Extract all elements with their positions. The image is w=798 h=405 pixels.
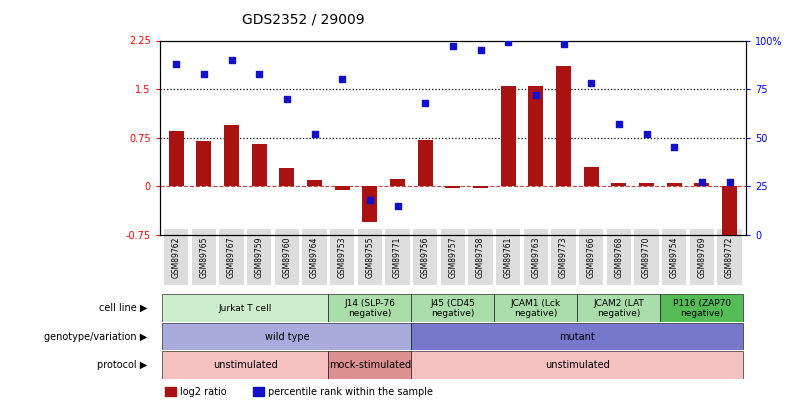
Bar bbox=[162, 323, 411, 350]
Bar bbox=[251, 144, 267, 186]
Point bbox=[280, 96, 293, 102]
Bar bbox=[528, 86, 543, 186]
Bar bbox=[279, 168, 294, 186]
Point bbox=[613, 121, 626, 127]
Text: percentile rank within the sample: percentile rank within the sample bbox=[268, 387, 433, 397]
Point bbox=[474, 47, 487, 53]
Bar bbox=[666, 183, 681, 186]
Bar bbox=[473, 186, 488, 188]
Text: cell line ▶: cell line ▶ bbox=[99, 303, 148, 313]
Text: genotype/variation ▶: genotype/variation ▶ bbox=[45, 332, 148, 341]
Point bbox=[668, 144, 681, 151]
Bar bbox=[168, 131, 184, 186]
Bar bbox=[334, 186, 350, 190]
Text: protocol ▶: protocol ▶ bbox=[97, 360, 148, 370]
Point bbox=[419, 100, 432, 106]
Bar bbox=[411, 323, 744, 350]
Bar bbox=[390, 179, 405, 186]
Point bbox=[530, 92, 543, 98]
Text: Jurkat T cell: Jurkat T cell bbox=[219, 304, 272, 313]
Bar bbox=[495, 294, 578, 322]
Bar bbox=[328, 351, 411, 379]
Bar bbox=[328, 294, 411, 322]
Text: J14 (SLP-76
negative): J14 (SLP-76 negative) bbox=[345, 299, 395, 318]
Point bbox=[336, 76, 349, 83]
Bar bbox=[500, 86, 516, 186]
Bar bbox=[694, 183, 709, 186]
Bar bbox=[411, 351, 744, 379]
Point bbox=[308, 130, 321, 137]
Bar bbox=[611, 183, 626, 186]
Text: log2 ratio: log2 ratio bbox=[180, 387, 227, 397]
Bar bbox=[639, 183, 654, 186]
Bar bbox=[722, 186, 737, 241]
Point bbox=[502, 39, 515, 46]
Point bbox=[585, 80, 598, 87]
Point bbox=[170, 61, 183, 67]
Point bbox=[391, 202, 404, 209]
Text: wild type: wild type bbox=[265, 332, 309, 341]
Point bbox=[557, 41, 570, 48]
Bar bbox=[445, 186, 460, 188]
Bar bbox=[556, 66, 571, 186]
Text: unstimulated: unstimulated bbox=[213, 360, 278, 370]
Bar bbox=[254, 387, 264, 396]
Bar bbox=[362, 186, 377, 222]
Bar bbox=[411, 294, 495, 322]
Bar bbox=[307, 180, 322, 186]
Bar bbox=[578, 294, 661, 322]
Bar bbox=[162, 351, 328, 379]
Text: JCAM2 (LAT
negative): JCAM2 (LAT negative) bbox=[594, 299, 644, 318]
Point bbox=[723, 179, 736, 185]
Bar bbox=[196, 141, 211, 186]
Point bbox=[446, 43, 459, 49]
Text: unstimulated: unstimulated bbox=[545, 360, 610, 370]
Bar bbox=[165, 387, 176, 396]
Point bbox=[696, 179, 709, 185]
Text: P116 (ZAP70
negative): P116 (ZAP70 negative) bbox=[673, 299, 731, 318]
Text: JCAM1 (Lck
negative): JCAM1 (Lck negative) bbox=[511, 299, 561, 318]
Point bbox=[197, 70, 210, 77]
Bar bbox=[661, 294, 744, 322]
Bar bbox=[224, 125, 239, 186]
Text: mock-stimulated: mock-stimulated bbox=[329, 360, 411, 370]
Point bbox=[225, 57, 238, 63]
Point bbox=[363, 197, 376, 203]
Bar bbox=[417, 140, 433, 186]
Point bbox=[253, 70, 266, 77]
Bar bbox=[162, 294, 328, 322]
Point bbox=[640, 130, 653, 137]
Text: J45 (CD45
negative): J45 (CD45 negative) bbox=[430, 299, 476, 318]
Text: GDS2352 / 29009: GDS2352 / 29009 bbox=[242, 12, 365, 26]
Bar bbox=[583, 167, 598, 186]
Text: mutant: mutant bbox=[559, 332, 595, 341]
